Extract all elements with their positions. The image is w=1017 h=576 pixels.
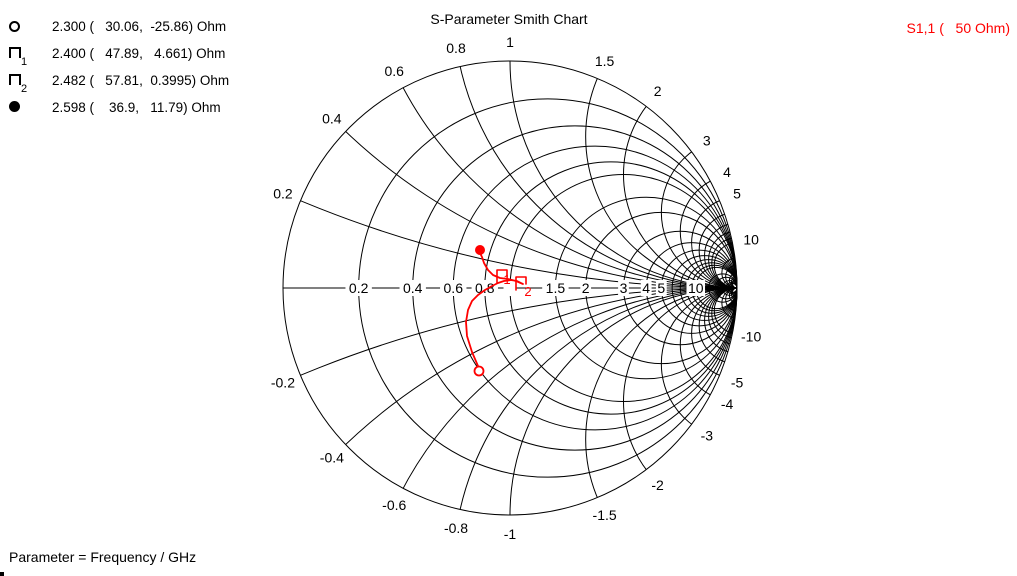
reactance-arc: [679, 174, 737, 289]
reactance-rim-label: -0.4: [320, 450, 344, 466]
axis-label-gap: [440, 280, 467, 296]
resistance-axis-label: 0.2: [349, 280, 369, 296]
axis-label-gap: [345, 280, 372, 296]
reactance-arc: [585, 61, 737, 289]
axis-label-gap: [686, 280, 706, 296]
reactance-rim-label: 1.5: [595, 53, 615, 69]
reactance-arc: [509, 61, 737, 289]
axis-label-gap: [640, 280, 652, 296]
legend-row: 2.598 ( 36.9, 11.79) Ohm: [5, 100, 229, 127]
axis-label-gap: [618, 280, 629, 296]
reactance-rim-label: 0.2: [273, 185, 293, 201]
reactance-arc: [730, 287, 737, 300]
reactance-rim-label: -4: [721, 396, 734, 412]
reactance-rim-label: 1: [506, 34, 514, 50]
axis-label-gap: [503, 280, 517, 296]
reactance-rim-label: 10: [743, 231, 759, 247]
legend-row-text: 2.300 ( 30.06, -25.86) Ohm: [52, 19, 227, 34]
axis-label-gap: [655, 280, 667, 296]
trace-label: S1,1 ( 50 Ohm): [906, 20, 1010, 36]
marker-legend: 2.300 ( 30.06, -25.86) Ohm 1 2.400 ( 47.89…: [5, 19, 229, 127]
legend-square-marker-2-icon: 2: [5, 73, 52, 95]
reactance-rim-label: -0.6: [382, 497, 406, 513]
screen-edge-artifact: [0, 572, 4, 576]
reactance-rim-label: -1: [504, 526, 517, 542]
reactance-rim-label: -5: [731, 375, 744, 391]
reactance-rim-label: -10: [741, 329, 761, 345]
reactance-arc: [283, 61, 737, 289]
axis-label-gap: [399, 280, 426, 296]
reactance-arc: [728, 287, 737, 304]
reactance-arc: [698, 211, 737, 289]
parameter-note: Parameter = Frequency / GHz: [9, 549, 197, 565]
reactance-arc: [283, 287, 737, 515]
resistance-axis-label: 2: [582, 280, 590, 296]
reactance-rim-label: 0.8: [446, 40, 466, 56]
legend-row: 1 2.400 ( 47.89, 4.661) Ohm: [5, 46, 229, 73]
legend-row-text: 2.482 ( 57.81, 0.3995) Ohm: [52, 73, 230, 88]
legend-row: 2 2.482 ( 57.81, 0.3995) Ohm: [5, 73, 229, 100]
trace-start-open-circle-icon[interactable]: [473, 365, 485, 377]
s11-trace-group[interactable]: 12: [465, 245, 532, 377]
reactance-arc: [452, 287, 737, 515]
axis-label-gap: [471, 280, 498, 296]
reactance-arc: [708, 287, 737, 346]
reactance-arc: [452, 61, 737, 289]
reactance-rim-label: -0.8: [444, 520, 468, 536]
reactance-arc: [585, 287, 737, 515]
trace-marker-1-square-icon[interactable]: [496, 269, 508, 284]
reactance-arc: [725, 264, 737, 289]
resistance-axis-label: 0.4: [403, 280, 423, 296]
resistance-axis-label: 1.5: [546, 280, 566, 296]
legend-filled-circle-icon: [5, 100, 52, 115]
reactance-arc: [660, 136, 737, 289]
reactance-rim-label: -0.2: [271, 375, 295, 391]
reactance-rim-label: 3: [703, 132, 711, 148]
s11-trace[interactable]: [465, 252, 524, 367]
reactance-rim-label: -1.5: [593, 507, 617, 523]
reactance-arc: [728, 272, 737, 289]
reactance-rim-label: 5: [733, 185, 741, 201]
axis-label-gap: [580, 280, 592, 296]
chart-title: S-Parameter Smith Chart: [430, 11, 588, 27]
trace-end-filled-circle-icon[interactable]: [475, 245, 485, 255]
reactance-arc: [660, 287, 737, 440]
reactance-arc: [623, 287, 737, 515]
legend-square-marker-1-icon: 1: [5, 46, 52, 68]
reactance-arc: [730, 276, 737, 289]
reactance-arc: [725, 287, 737, 312]
resistance-axis-label: 0.6: [444, 280, 464, 296]
resistance-axis-label: 10: [688, 280, 704, 296]
reactance-rim-label: 4: [723, 164, 731, 180]
reactance-rim-label: 2: [654, 83, 662, 99]
reactance-arc: [731, 278, 737, 289]
grid-labels: 0.2 0.4 0.6 0.8 1.5 2 3 4 5 100.20.40.60.8 11.5234…: [271, 34, 762, 542]
legend-row-text: 2.400 ( 47.89, 4.661) Ohm: [52, 46, 226, 61]
reactance-arc: [731, 287, 737, 298]
trace-marker-2-square-icon[interactable]: [515, 276, 527, 291]
legend-row: 2.300 ( 30.06, -25.86) Ohm: [5, 19, 229, 46]
reactance-arc: [623, 61, 737, 289]
trace-marker-2-number: 2: [524, 284, 531, 299]
resistance-axis-label: 4: [642, 280, 650, 296]
reactance-arc: [509, 287, 737, 515]
reactance-arc: [708, 230, 737, 289]
trace-marker-1-number: 1: [503, 272, 510, 287]
resistance-axis-label: 5: [657, 280, 665, 296]
resistance-axis-label: 0.8: [475, 280, 495, 296]
reactance-rim-label: 0.6: [385, 63, 405, 79]
resistance-axis-label: 3: [620, 280, 628, 296]
reactance-rim-label: 0.4: [322, 110, 342, 126]
legend-open-circle-icon: [5, 19, 52, 35]
reactance-arc: [698, 287, 737, 365]
axis-label-gap: [542, 280, 569, 296]
reactance-rim-label: -2: [651, 477, 664, 493]
reactance-rim-label: -3: [701, 428, 714, 444]
reactance-arc: [679, 287, 737, 402]
legend-row-text: 2.598 ( 36.9, 11.79) Ohm: [52, 100, 221, 115]
